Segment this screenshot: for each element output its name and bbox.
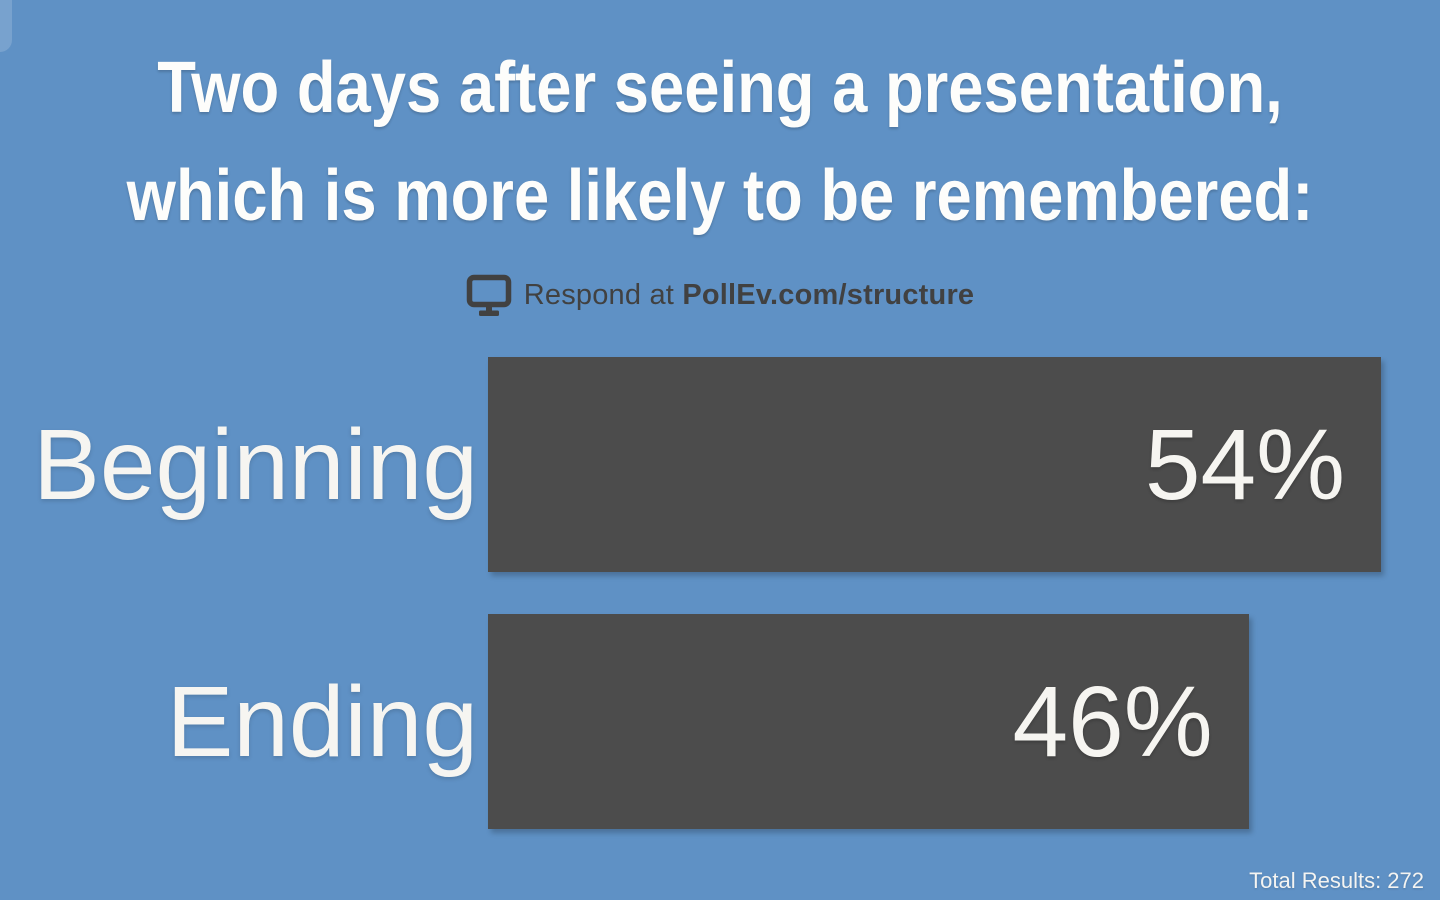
monitor-icon	[466, 274, 512, 316]
bar-ending: 46%	[488, 614, 1249, 829]
value-label-ending: 46%	[1012, 665, 1213, 778]
respond-prefix: Respond at	[523, 278, 683, 311]
bar-row-beginning: Beginning 54%	[0, 357, 1381, 572]
bar-track-beginning: 54%	[488, 357, 1381, 572]
poll-question: Two days after seeing a presentation, wh…	[0, 34, 1440, 250]
respond-text: Respond at PollEv.com/structure	[524, 279, 975, 312]
total-results: Total Results: 272	[1249, 868, 1424, 893]
poll-question-line1: Two days after seeing a presentation,	[157, 48, 1283, 128]
option-label-ending: Ending	[166, 665, 478, 778]
respond-instruction: Respond at PollEv.com/structure	[0, 268, 1440, 322]
poll-question-line2: which is more likely to be remembered:	[126, 156, 1314, 236]
option-label-beginning: Beginning	[33, 408, 478, 521]
bar-row-ending: Ending 46%	[0, 614, 1381, 829]
bar-beginning: 54%	[488, 357, 1381, 572]
respond-url[interactable]: PollEv.com/structure	[682, 278, 975, 311]
bar-track-ending: 46%	[488, 614, 1381, 829]
value-label-beginning: 54%	[1144, 408, 1345, 521]
corner-tab	[0, 0, 12, 52]
